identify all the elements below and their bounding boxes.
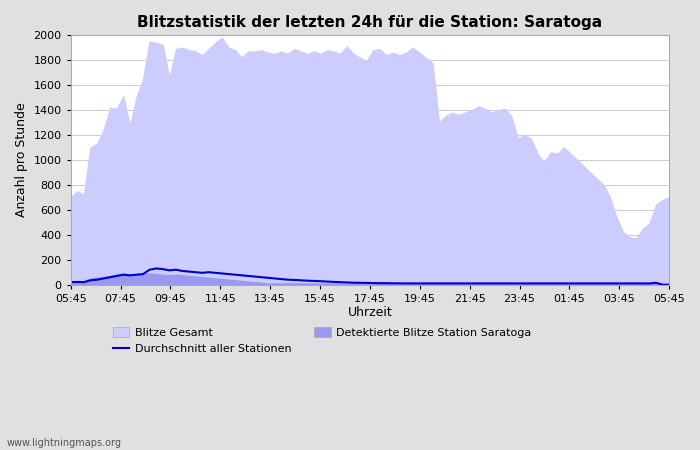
X-axis label: Uhrzeit: Uhrzeit <box>347 306 392 320</box>
Legend: Blitze Gesamt, Durchschnitt aller Stationen, Detektierte Blitze Station Saratoga: Blitze Gesamt, Durchschnitt aller Statio… <box>108 323 536 359</box>
Y-axis label: Anzahl pro Stunde: Anzahl pro Stunde <box>15 103 28 217</box>
Title: Blitzstatistik der letzten 24h für die Station: Saratoga: Blitzstatistik der letzten 24h für die S… <box>137 15 603 30</box>
Text: www.lightningmaps.org: www.lightningmaps.org <box>7 438 122 448</box>
